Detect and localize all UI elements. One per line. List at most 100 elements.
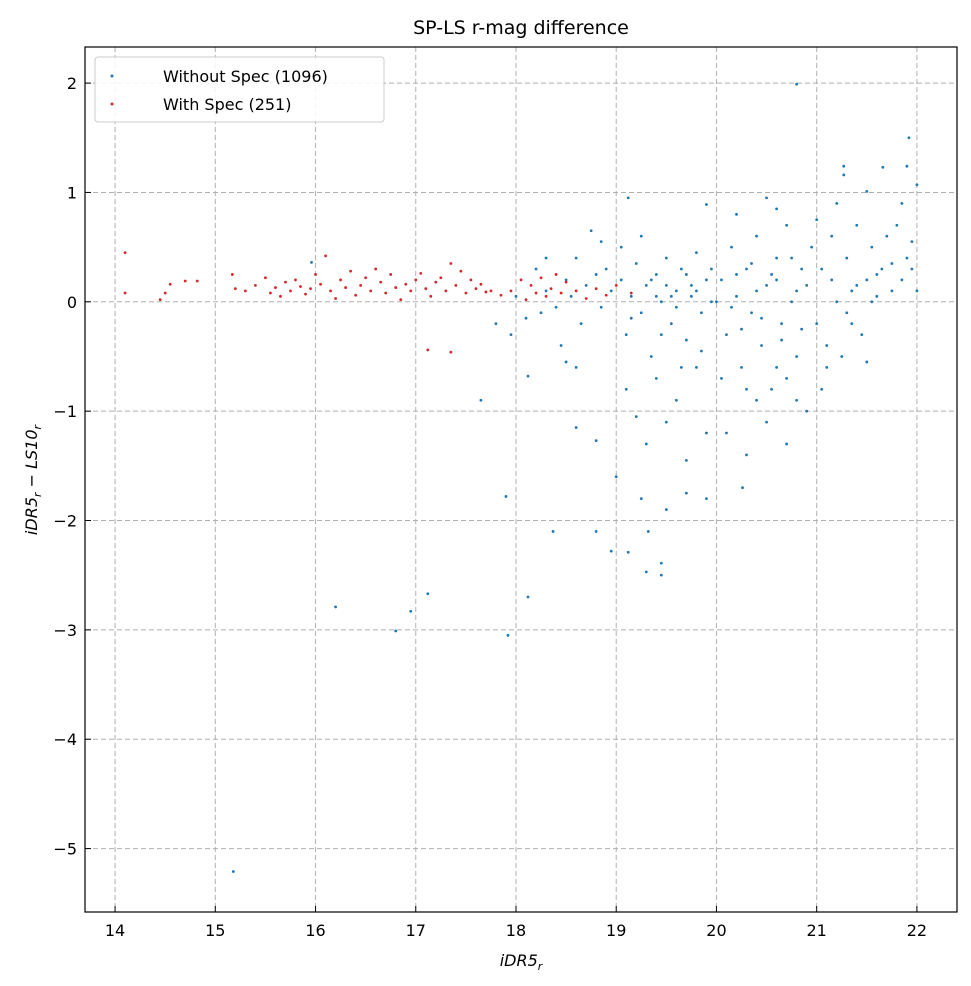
point-without-spec [644, 283, 648, 287]
point-without-spec [506, 633, 510, 637]
point-without-spec [881, 165, 885, 169]
point-with-spec [324, 254, 327, 258]
point-without-spec [705, 203, 708, 206]
point-without-spec [426, 592, 430, 596]
point-without-spec [609, 289, 613, 293]
point-without-spec [705, 497, 708, 501]
point-without-spec [720, 278, 723, 282]
x-tick-label: 21 [806, 921, 826, 940]
point-without-spec [594, 273, 598, 276]
point-without-spec [695, 251, 698, 254]
point-with-spec [464, 291, 468, 295]
point-without-spec [775, 207, 778, 211]
point-without-spec [795, 398, 799, 402]
point-without-spec [835, 201, 839, 205]
point-without-spec [394, 629, 398, 633]
point-with-spec [404, 282, 408, 286]
point-without-spec [775, 366, 778, 369]
point-without-spec [526, 374, 530, 378]
point-with-spec [499, 293, 503, 297]
point-with-spec [449, 262, 453, 265]
point-with-spec [384, 291, 388, 295]
point-without-spec [710, 300, 713, 304]
point-with-spec [304, 292, 307, 296]
point-without-spec [659, 561, 663, 565]
point-without-spec [825, 366, 829, 369]
point-without-spec [659, 573, 663, 577]
point-with-spec [284, 280, 287, 284]
point-with-spec [539, 276, 543, 280]
point-without-spec [479, 398, 483, 402]
point-without-spec [634, 415, 638, 419]
point-without-spec [669, 294, 673, 298]
point-with-spec [564, 280, 568, 284]
point-with-spec [243, 289, 247, 293]
point-with-spec [519, 278, 523, 282]
point-without-spec [594, 439, 598, 443]
point-without-spec [770, 273, 773, 276]
point-without-spec [564, 360, 568, 364]
point-without-spec [790, 256, 794, 260]
point-with-spec [594, 287, 598, 291]
point-without-spec [634, 262, 638, 265]
point-without-spec [705, 431, 708, 435]
point-without-spec [785, 376, 789, 380]
point-without-spec [669, 322, 673, 326]
point-without-spec [619, 278, 623, 282]
point-with-spec [294, 278, 297, 282]
x-tick-label: 20 [706, 921, 726, 940]
point-without-spec [842, 173, 846, 177]
point-without-spec [674, 398, 678, 402]
point-without-spec [639, 234, 643, 238]
point-without-spec [750, 311, 753, 315]
point-without-spec [534, 267, 538, 271]
point-without-spec [684, 458, 688, 462]
point-with-spec [314, 273, 317, 276]
legend-box [94, 56, 385, 123]
point-without-spec [310, 261, 313, 264]
point-without-spec [735, 294, 738, 298]
y-tick-label: −2 [53, 512, 77, 531]
point-without-spec [842, 164, 846, 168]
point-without-spec [609, 549, 613, 553]
point-with-spec [574, 289, 578, 293]
point-with-spec [279, 294, 282, 298]
point-without-spec [741, 486, 744, 490]
legend-marker-without-spec [110, 74, 114, 78]
point-without-spec [649, 355, 653, 358]
point-with-spec [509, 289, 513, 293]
x-tick-label: 15 [205, 921, 225, 940]
point-without-spec [900, 201, 904, 205]
point-without-spec [674, 289, 678, 293]
point-without-spec [624, 333, 628, 337]
point-with-spec [474, 287, 478, 291]
point-without-spec [614, 475, 618, 479]
point-without-spec [915, 183, 919, 187]
point-without-spec [890, 262, 894, 265]
x-tick-label: 22 [907, 921, 927, 940]
legend-label-without-spec: Without Spec (1096) [163, 67, 328, 86]
point-without-spec [890, 289, 894, 293]
point-with-spec [429, 294, 433, 298]
point-without-spec [765, 196, 768, 200]
point-with-spec [264, 276, 267, 280]
point-without-spec [584, 283, 588, 287]
point-with-spec [163, 291, 167, 295]
point-without-spec [544, 256, 548, 260]
point-without-spec [905, 256, 909, 260]
point-with-spec [195, 279, 199, 283]
point-without-spec [589, 229, 593, 233]
x-tick-label: 19 [606, 921, 626, 940]
point-with-spec [269, 291, 272, 295]
point-without-spec [664, 508, 668, 511]
legend-marker-with-spec [110, 102, 114, 106]
point-without-spec [785, 442, 789, 446]
point-without-spec [775, 278, 778, 282]
point-without-spec [830, 234, 834, 238]
point-without-spec [830, 278, 834, 282]
point-without-spec [805, 283, 809, 287]
point-without-spec [780, 322, 783, 326]
point-without-spec [915, 289, 919, 293]
point-without-spec [907, 136, 911, 140]
